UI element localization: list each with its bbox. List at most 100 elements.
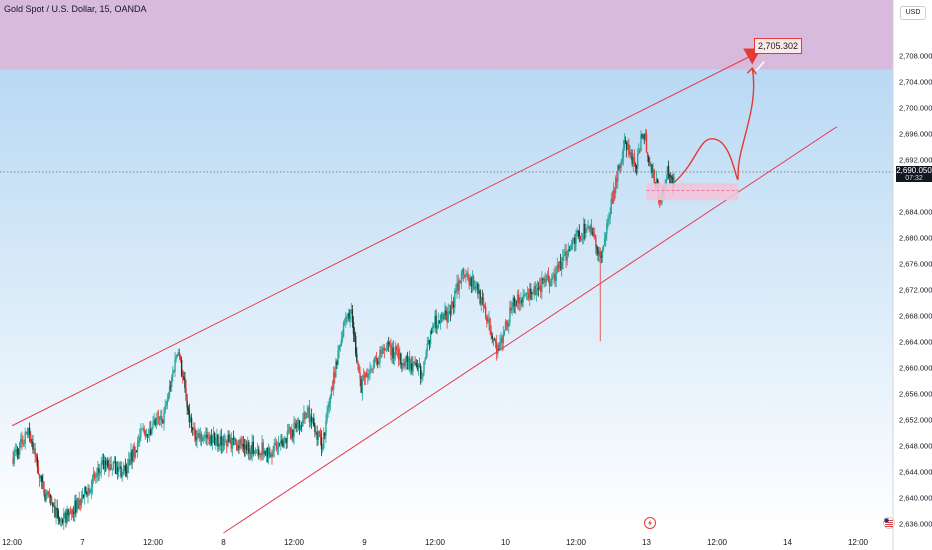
candle-body (45, 495, 47, 501)
candle-body (201, 438, 204, 442)
candle-body (36, 456, 39, 467)
candle-body (13, 451, 15, 464)
candle-body (432, 326, 434, 333)
candle-body (128, 459, 130, 466)
candle-body (60, 519, 63, 521)
candle-body (341, 336, 344, 340)
candle-body (503, 330, 506, 335)
candle-body (548, 281, 551, 286)
candle-body (482, 298, 485, 306)
candle-body (436, 327, 438, 329)
time-axis[interactable]: 12:00 7 12:00 8 12:00 9 12:00 10 12:00 13 12:00 14 1… (2, 538, 869, 547)
candle-body (430, 330, 433, 333)
candle-body (422, 372, 424, 378)
candle-body (292, 429, 294, 437)
candle-body (27, 428, 30, 435)
candle-body (308, 407, 311, 423)
candle-body (554, 274, 556, 281)
candle-body (377, 361, 379, 365)
candle-body (252, 441, 254, 454)
candle-body (33, 448, 35, 450)
candle-body (487, 321, 489, 323)
price-tick-label: 2,656.000 (899, 389, 932, 398)
candle-body (619, 167, 621, 168)
candle-body (101, 460, 104, 464)
candle-body (484, 306, 487, 318)
candle-body (667, 166, 670, 176)
candle-body (258, 449, 260, 455)
currency-button[interactable]: USD (900, 6, 926, 20)
candle-body (241, 443, 243, 445)
candle-body (364, 373, 367, 377)
candle-body (545, 280, 547, 283)
candle-body (118, 468, 120, 472)
candle-body (544, 278, 546, 283)
candle-body (143, 428, 145, 431)
candle-body (672, 177, 674, 188)
candle-body (327, 407, 329, 412)
candle-body (378, 362, 380, 365)
candle-body (580, 239, 583, 241)
candle-body (167, 396, 170, 400)
candle-body (456, 282, 458, 292)
lightning-glyph (648, 519, 653, 527)
candle-body (511, 307, 513, 311)
candle-body (553, 274, 555, 277)
candle-body (358, 364, 360, 373)
candle-body (588, 226, 590, 230)
candle-body (459, 280, 462, 283)
candle-body (363, 375, 366, 377)
candle-body (429, 330, 432, 345)
candle-body (621, 158, 623, 163)
candle-body (635, 165, 638, 169)
candle-body (540, 285, 542, 293)
candle-body (58, 518, 61, 522)
candle-body (426, 343, 428, 352)
candle-body (98, 468, 100, 473)
candle-body (92, 473, 95, 479)
candle-body (187, 407, 189, 411)
candle-body (505, 321, 508, 325)
candle-body (384, 349, 387, 351)
candle-body (79, 499, 81, 506)
candle-body (17, 453, 20, 455)
candle-body (25, 431, 28, 433)
candle-body (523, 294, 525, 296)
candle-body (250, 453, 252, 454)
candle-body (265, 448, 268, 455)
candle-body (23, 443, 25, 445)
candle-body (263, 450, 265, 455)
candle-body (567, 249, 569, 256)
candle-body (622, 147, 625, 159)
price-tick-label: 2,708.000 (899, 51, 932, 60)
candle-body (413, 362, 415, 363)
candle-body (237, 445, 239, 450)
candle-body (66, 509, 68, 523)
candle-body (566, 255, 568, 261)
time-tick-label: 7 (80, 538, 85, 547)
candle-body (326, 411, 328, 421)
candle-body (188, 410, 191, 423)
candle-body (518, 294, 520, 304)
candle-body (297, 420, 300, 424)
candle-body (56, 507, 58, 511)
candle-body (236, 443, 238, 450)
candle-body (415, 363, 417, 366)
candle-body (353, 334, 356, 337)
candle-body (314, 425, 316, 433)
candle-body (453, 305, 455, 308)
candle-body (95, 477, 97, 478)
candle-body (319, 433, 322, 438)
candle-body (191, 427, 194, 430)
candle-body (193, 427, 195, 430)
candle-body (440, 314, 443, 320)
candle-body (390, 344, 392, 356)
candle-body (225, 440, 227, 442)
candle-body (44, 494, 46, 501)
price-axis[interactable]: 2,708.000 2,704.000 2,700.000 2,696.000 2,69… (899, 51, 932, 528)
candle-body (223, 441, 226, 446)
candle-body (77, 498, 79, 509)
candle-body (113, 461, 116, 463)
candle-body (135, 450, 138, 452)
